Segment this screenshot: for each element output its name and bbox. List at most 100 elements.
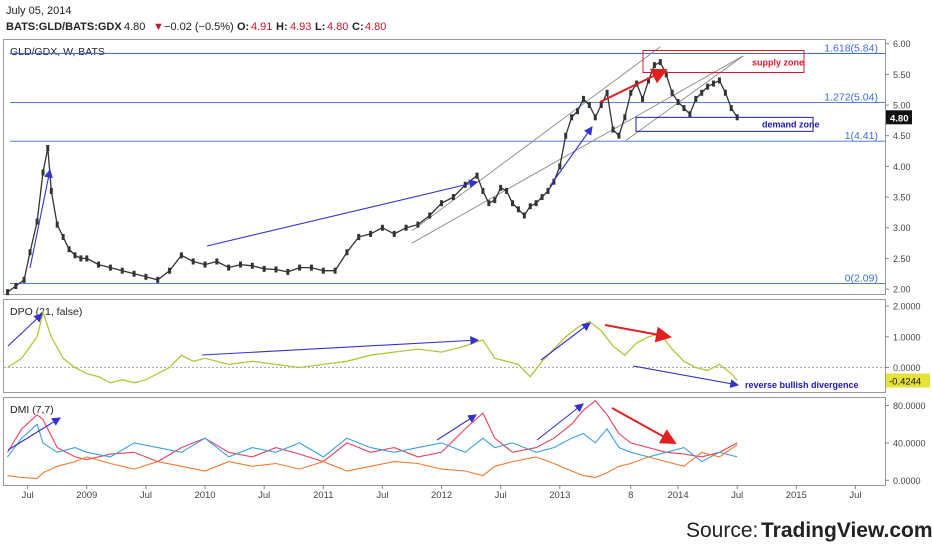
price-candle (694, 95, 698, 102)
blue-trend-arrow (206, 179, 479, 247)
dmi-y-tick-label: 80.0000 (893, 401, 926, 411)
price-candle (499, 184, 503, 191)
price-candle (309, 264, 313, 271)
price-candle (380, 224, 384, 231)
x-tick-label: 2011 (313, 490, 333, 501)
price-y-tick-label: 3.00 (893, 223, 911, 233)
price-candle (676, 98, 680, 105)
price-candle (493, 197, 497, 204)
price-candle (132, 270, 136, 277)
price-candle (298, 264, 302, 271)
dmi-y-tick-label: 0.0000 (893, 476, 921, 486)
last-price-badge (886, 110, 912, 125)
price-candle (179, 252, 183, 259)
price-candle (262, 265, 266, 272)
header-c-label: C: (352, 21, 364, 33)
price-candle (706, 83, 710, 90)
price-candle (516, 206, 520, 213)
price-pane-frame (3, 39, 886, 295)
dpo-pane: 2.0000 1.0000 0.0000 -0.4244 reverse bullish… (4, 302, 930, 390)
price-candle (274, 266, 278, 273)
header-h-value: 4.93 (290, 21, 311, 33)
x-tick-label: Jul (495, 490, 507, 501)
price-candle (570, 114, 574, 121)
header-symbol: BATS:GLD/BATS:GDX (6, 21, 122, 33)
fib-level-label: 0(2.09) (845, 273, 878, 285)
price-candle (73, 252, 77, 259)
price-series-line (7, 61, 738, 293)
price-y-tick-label: 2.00 (893, 285, 911, 295)
price-candle (487, 200, 491, 207)
price-candle (581, 95, 585, 102)
price-y-tick-label: 4.50 (893, 131, 911, 141)
dpo-series-line (7, 309, 738, 384)
price-candle (286, 268, 290, 275)
header-o-value: 4.91 (251, 21, 272, 33)
price-candle (652, 62, 656, 69)
header-o-label: O: (237, 21, 249, 33)
price-candle (333, 267, 337, 274)
x-tick-label: Jul (376, 490, 388, 501)
dmi-pane-frame (3, 397, 886, 486)
trend-channel-line (411, 46, 661, 232)
red-trend-arrow (604, 324, 672, 343)
header-c-value: 4.80 (365, 21, 386, 33)
price-candle (61, 233, 65, 240)
x-tick-label: 2012 (431, 490, 452, 501)
price-candle (416, 221, 420, 228)
price-candle (611, 126, 615, 133)
price-candle (41, 169, 45, 176)
x-tick-label: 2010 (194, 490, 215, 501)
price-candle (522, 212, 526, 219)
price-candle (239, 261, 243, 268)
x-axis: Jul 2009 Jul 2010 Jul 2011 Jul 2012 Jul 2013 8 2014… (22, 485, 862, 501)
dpo-y-tick-label: 1.0000 (893, 332, 921, 342)
dpo-last-value-label: -0.4244 (889, 376, 921, 387)
x-tick-label: 2014 (667, 490, 688, 501)
supply-zone-box (642, 49, 805, 73)
price-candle (540, 194, 544, 201)
red-trend-arrow (599, 68, 668, 103)
price-candle (357, 233, 361, 240)
header-last: 4.80 (124, 21, 145, 33)
price-candle (67, 246, 71, 253)
fib-level-label: 1.272(5.04) (824, 92, 878, 104)
price-candle (534, 200, 538, 207)
price-candle (35, 218, 39, 225)
price-candle (215, 258, 219, 265)
fib-level-label: 1.618(5.84) (824, 42, 878, 54)
last-price-label: 4.80 (890, 113, 909, 124)
price-y-tick-label: 5.50 (893, 70, 911, 80)
price-candle (587, 102, 591, 109)
price-candle (156, 276, 160, 283)
price-candle (440, 200, 444, 207)
price-candle (321, 267, 325, 274)
x-tick-label: 8 (628, 490, 633, 501)
price-candle (658, 59, 662, 66)
price-pane: 6.00 5.50 5.00 4.50 4.00 3.50 3.00 2.50 2.00 1.61… (6, 39, 912, 296)
price-y-tick-label: 4.00 (893, 162, 911, 172)
price-candle (646, 77, 650, 84)
price-candle (144, 273, 148, 280)
price-candle (552, 178, 556, 185)
price-pane-title: GLD/GDX, W, BATS (10, 46, 105, 58)
price-candle (451, 194, 455, 201)
price-candle (593, 114, 597, 121)
price-candle (6, 289, 10, 296)
x-tick-label: Jul (849, 490, 861, 501)
price-candle (576, 108, 580, 115)
source-label: Source: (686, 519, 758, 542)
header-date: July 05, 2014 (6, 5, 71, 17)
price-candle (481, 187, 485, 194)
header-quote: BATS:GLD/BATS:GDX 4.80 ▼ −0.02 (−0.5%) O… (6, 21, 386, 33)
header-h-label: H: (276, 21, 288, 33)
price-candle (670, 89, 674, 96)
price-candle (46, 144, 50, 151)
change-arrow-icon: ▼ (153, 21, 164, 33)
price-candle (729, 105, 733, 112)
demand-zone-box (635, 116, 814, 132)
price-candle (599, 102, 603, 109)
dmi-pane-title: DMI (7,7) (10, 404, 54, 416)
price-candle (120, 267, 124, 274)
